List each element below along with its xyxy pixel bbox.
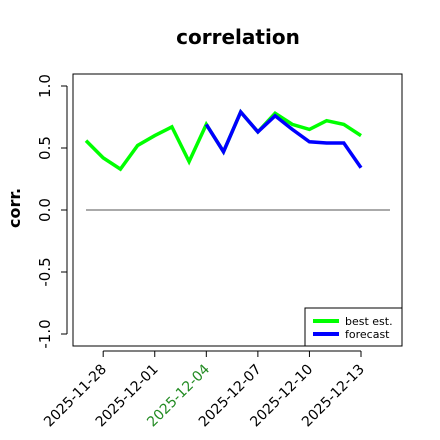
series-line-best-est: [84, 108, 362, 172]
series-line-forecast: [204, 108, 363, 169]
y-axis-label: corr.: [5, 188, 24, 228]
legend-box: [304, 307, 403, 347]
legend-label-best-est: best est.: [345, 315, 393, 328]
y-tick-label: -0.5: [36, 257, 54, 286]
y-tick-label: -1.0: [36, 319, 54, 348]
series-layer: [84, 108, 363, 172]
chart-title: correlation: [176, 25, 300, 49]
legend: best est. forecast: [304, 307, 403, 347]
x-axis: 2025-11-282025-12-012025-12-042025-12-07…: [41, 350, 368, 430]
y-tick-label: 0.5: [36, 136, 54, 160]
y-tick-label: 1.0: [36, 74, 54, 98]
y-tick-label: 0.0: [36, 198, 54, 222]
legend-label-forecast: forecast: [345, 328, 390, 341]
plot-frame: [72, 73, 403, 347]
y-axis: -1.0 -0.5 0.0 0.5 1.0: [36, 74, 68, 349]
